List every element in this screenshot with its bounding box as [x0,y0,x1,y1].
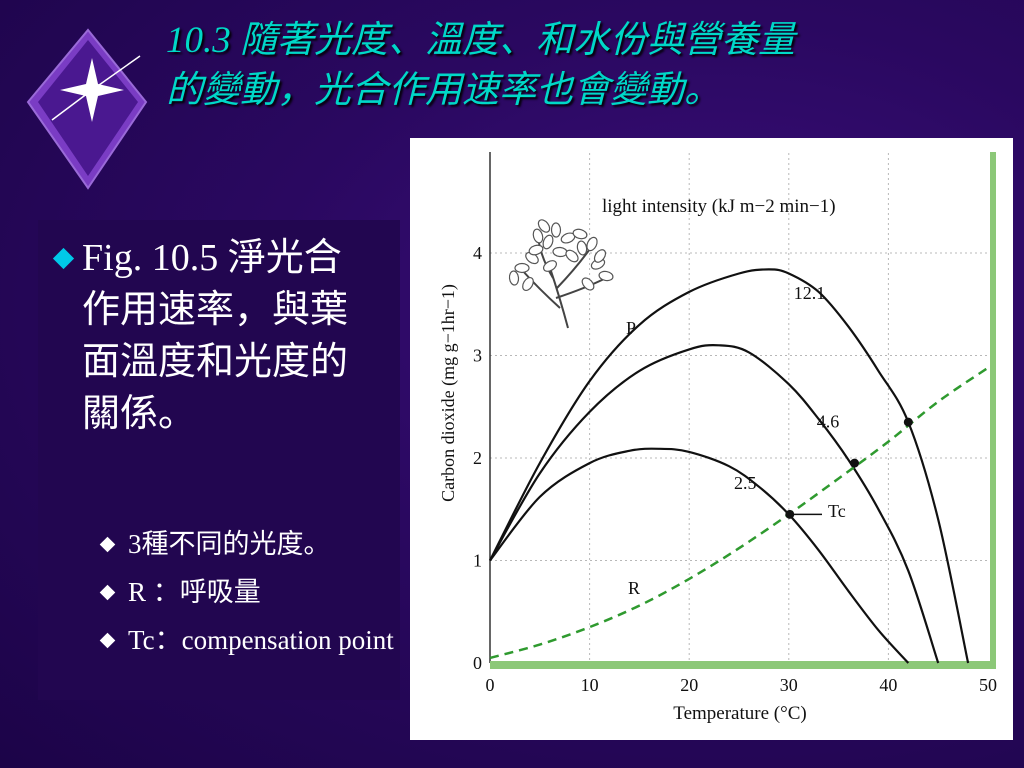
slide-title-line-1: 10.3 隨著光度、溫度、和水份與營養量 [166,20,795,61]
plant-leaf [550,222,562,238]
chart-panel: 12.1 4.6 2.5 0 10 20 30 40 50 0 1 2 3 4 light intens… [410,138,1013,740]
plant-leaf [598,270,614,282]
y-tick-label: 1 [473,551,482,571]
plant-stem [521,269,561,309]
plant-leaf [528,244,544,256]
x-axis [490,661,996,669]
x-tick-label: 10 [581,675,599,695]
legend-title: light intensity (kJ m−2 min−1) [602,196,836,217]
sub-bullet-text: R ：呼吸量 [128,577,261,607]
plant-leaf [522,276,534,292]
respiration-curve [489,366,989,660]
plant-leaf [552,246,568,258]
plant-leaf [514,262,530,274]
photosynthesis-curve-12-1 [489,268,970,664]
y-tick-label: 0 [473,653,482,673]
plant-stem [549,267,569,329]
plant-leaf [581,277,595,291]
x-tick-label: 50 [979,675,997,695]
compensation-point [903,417,913,427]
photosynthesis-curve-2-5 [489,447,910,664]
series-label: 2.5 [734,473,757,493]
series-label-p: P [626,318,636,338]
sparkle-diamond-icon [26,28,148,190]
sub-bullet-text: Tc：compensation point [128,625,394,655]
x-tick-label: 0 [486,675,495,695]
slide-title: 10.3 隨著光度、溫度、和水份與營養量 的變動，光合作用速率也會變動。 [166,16,1016,116]
y-tick-label: 2 [473,448,482,468]
plant-leaf [565,249,579,263]
series-label: 12.1 [794,283,826,303]
x-tick-label: 30 [780,675,798,695]
plant-leaf [593,249,607,263]
plant-leaf [586,236,598,252]
text-panel [38,220,400,700]
sub-bullet-text: 3種不同的光度。 [128,529,331,559]
x-tick-label: 40 [879,675,897,695]
photosynthesis-curve-4-6 [489,343,940,664]
plant-leaf [537,219,551,233]
plant-leaf [543,260,557,272]
plant-leaf [532,228,544,244]
y-tick-label: 3 [473,346,482,366]
sub-bullet: R ：呼吸量 [98,574,398,610]
right-frame-bar [990,152,996,663]
compensation-point [785,509,795,519]
y-axis-label: Carbon dioxide (mg g−1hr−1) [438,284,459,502]
x-tick-label: 20 [680,675,698,695]
series-label-r: R [628,578,640,598]
main-bullet-text: Fig. 10.5 淨光合作用速率，與葉面溫度和光度的關係。 [82,237,349,435]
plant-leaf [542,234,554,250]
main-bullet: Fig. 10.5 淨光合作用速率，與葉面溫度和光度的關係。 [50,232,370,440]
chart: 12.1 4.6 2.5 0 10 20 30 40 50 0 1 2 3 4 light intens… [438,152,997,724]
compensation-point [850,458,860,468]
plant-leaf [572,228,588,240]
plant-illustration-icon [508,219,614,329]
plant-leaf [508,270,520,286]
plant-leaf [576,240,588,256]
sub-bullet: 3種不同的光度。 [98,526,398,562]
compensation-label: Tc [828,501,846,521]
slide-title-line-2: 的變動，光合作用速率也會變動。 [166,70,721,111]
x-axis-label: Temperature (°C) [673,703,806,724]
sub-bullet: Tc：compensation point [98,622,398,658]
y-tick-label: 4 [473,243,482,263]
series-label: 4.6 [817,411,840,431]
